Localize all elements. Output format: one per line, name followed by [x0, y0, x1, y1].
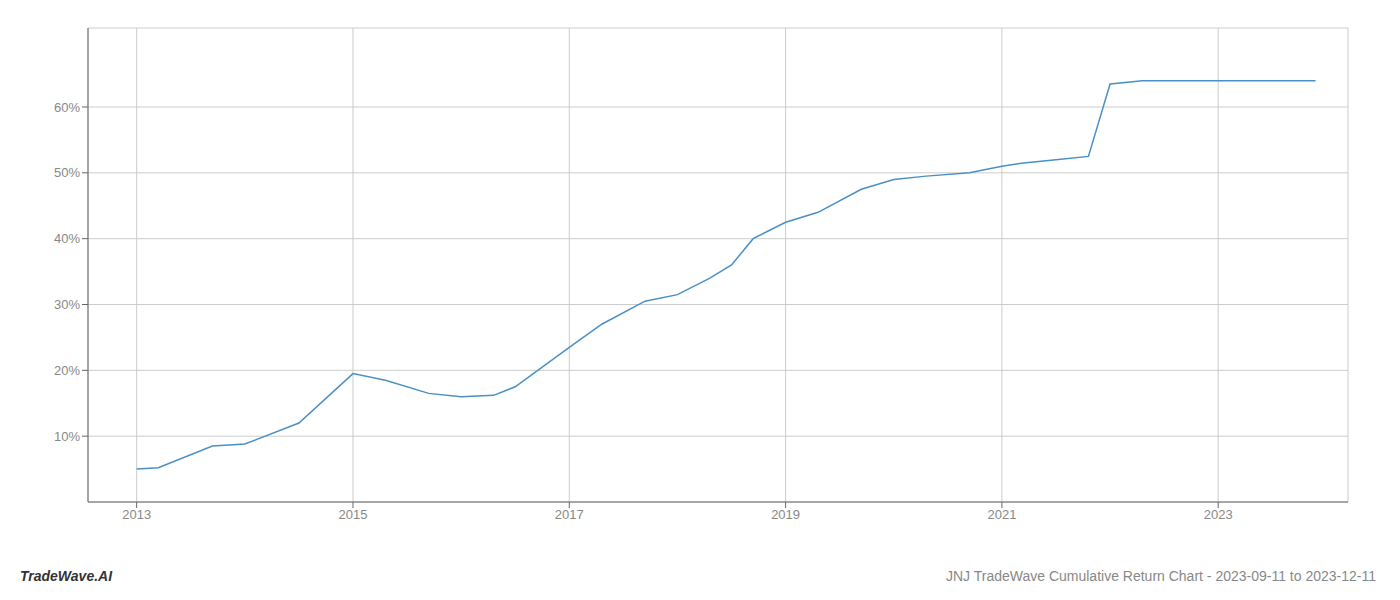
svg-text:2013: 2013 — [122, 507, 151, 522]
svg-text:2017: 2017 — [555, 507, 584, 522]
svg-text:50%: 50% — [54, 165, 80, 180]
svg-text:10%: 10% — [54, 429, 80, 444]
svg-text:30%: 30% — [54, 297, 80, 312]
svg-text:60%: 60% — [54, 100, 80, 115]
svg-text:2023: 2023 — [1204, 507, 1233, 522]
html-text:TradeWave.AI: TradeWave.AI — [20, 568, 113, 584]
html-text:JNJ TradeWave Cumulative Retur: JNJ TradeWave Cumulative Return Chart - … — [945, 568, 1376, 584]
svg-text:2015: 2015 — [339, 507, 368, 522]
svg-text:40%: 40% — [54, 231, 80, 246]
svg-text:2021: 2021 — [987, 507, 1016, 522]
svg-text:20%: 20% — [54, 363, 80, 378]
svg-text:2019: 2019 — [771, 507, 800, 522]
